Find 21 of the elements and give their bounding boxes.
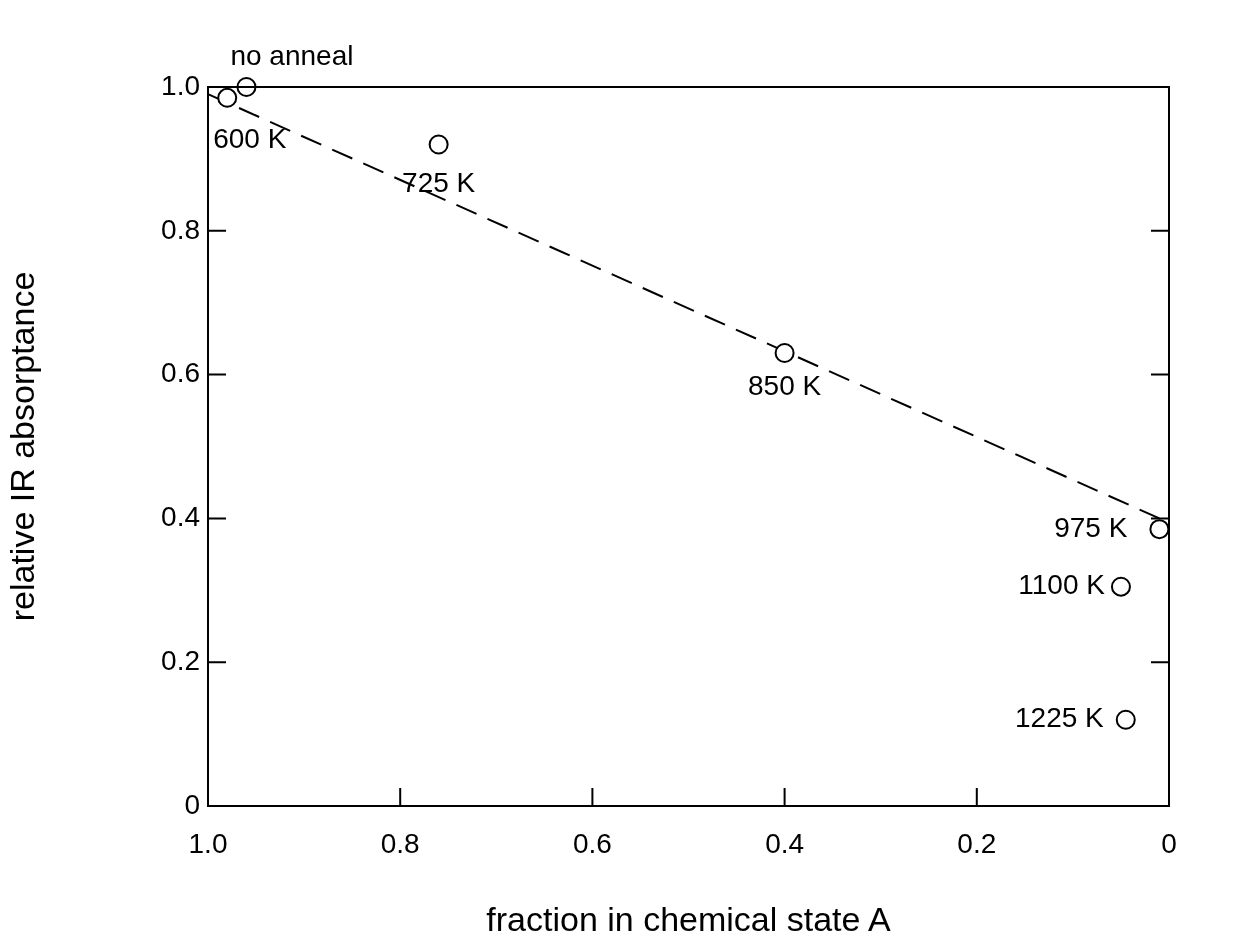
y-tick-label: 0.8: [161, 213, 200, 245]
annotation: 850 K: [748, 369, 822, 401]
y-tick-label: 0: [184, 788, 200, 820]
y-tick-label: 0.6: [161, 357, 200, 389]
y-tick-label: 0.4: [161, 501, 200, 533]
annotation: 725 K: [402, 167, 476, 199]
x-tick-label: 0.4: [765, 827, 805, 859]
annotation: no anneal: [230, 39, 354, 71]
y-axis-title: relative IR absorptance: [2, 271, 41, 622]
x-tick-label: 0.8: [380, 827, 420, 859]
annotation: 1225 K: [1015, 702, 1105, 734]
y-tick-label: 0.2: [161, 644, 200, 676]
x-tick-label: 0: [1161, 827, 1177, 859]
x-tick-label: 1.0: [188, 827, 228, 859]
x-axis-title: fraction in chemical state A: [486, 899, 892, 938]
x-tick-label: 0.6: [572, 827, 612, 859]
x-tick-label: 0.2: [957, 827, 997, 859]
y-tick-label: 1.0: [161, 69, 200, 101]
annotation: 1100 K: [1018, 569, 1106, 601]
annotation: 975 K: [1054, 511, 1128, 543]
annotation: 600 K: [213, 122, 287, 154]
